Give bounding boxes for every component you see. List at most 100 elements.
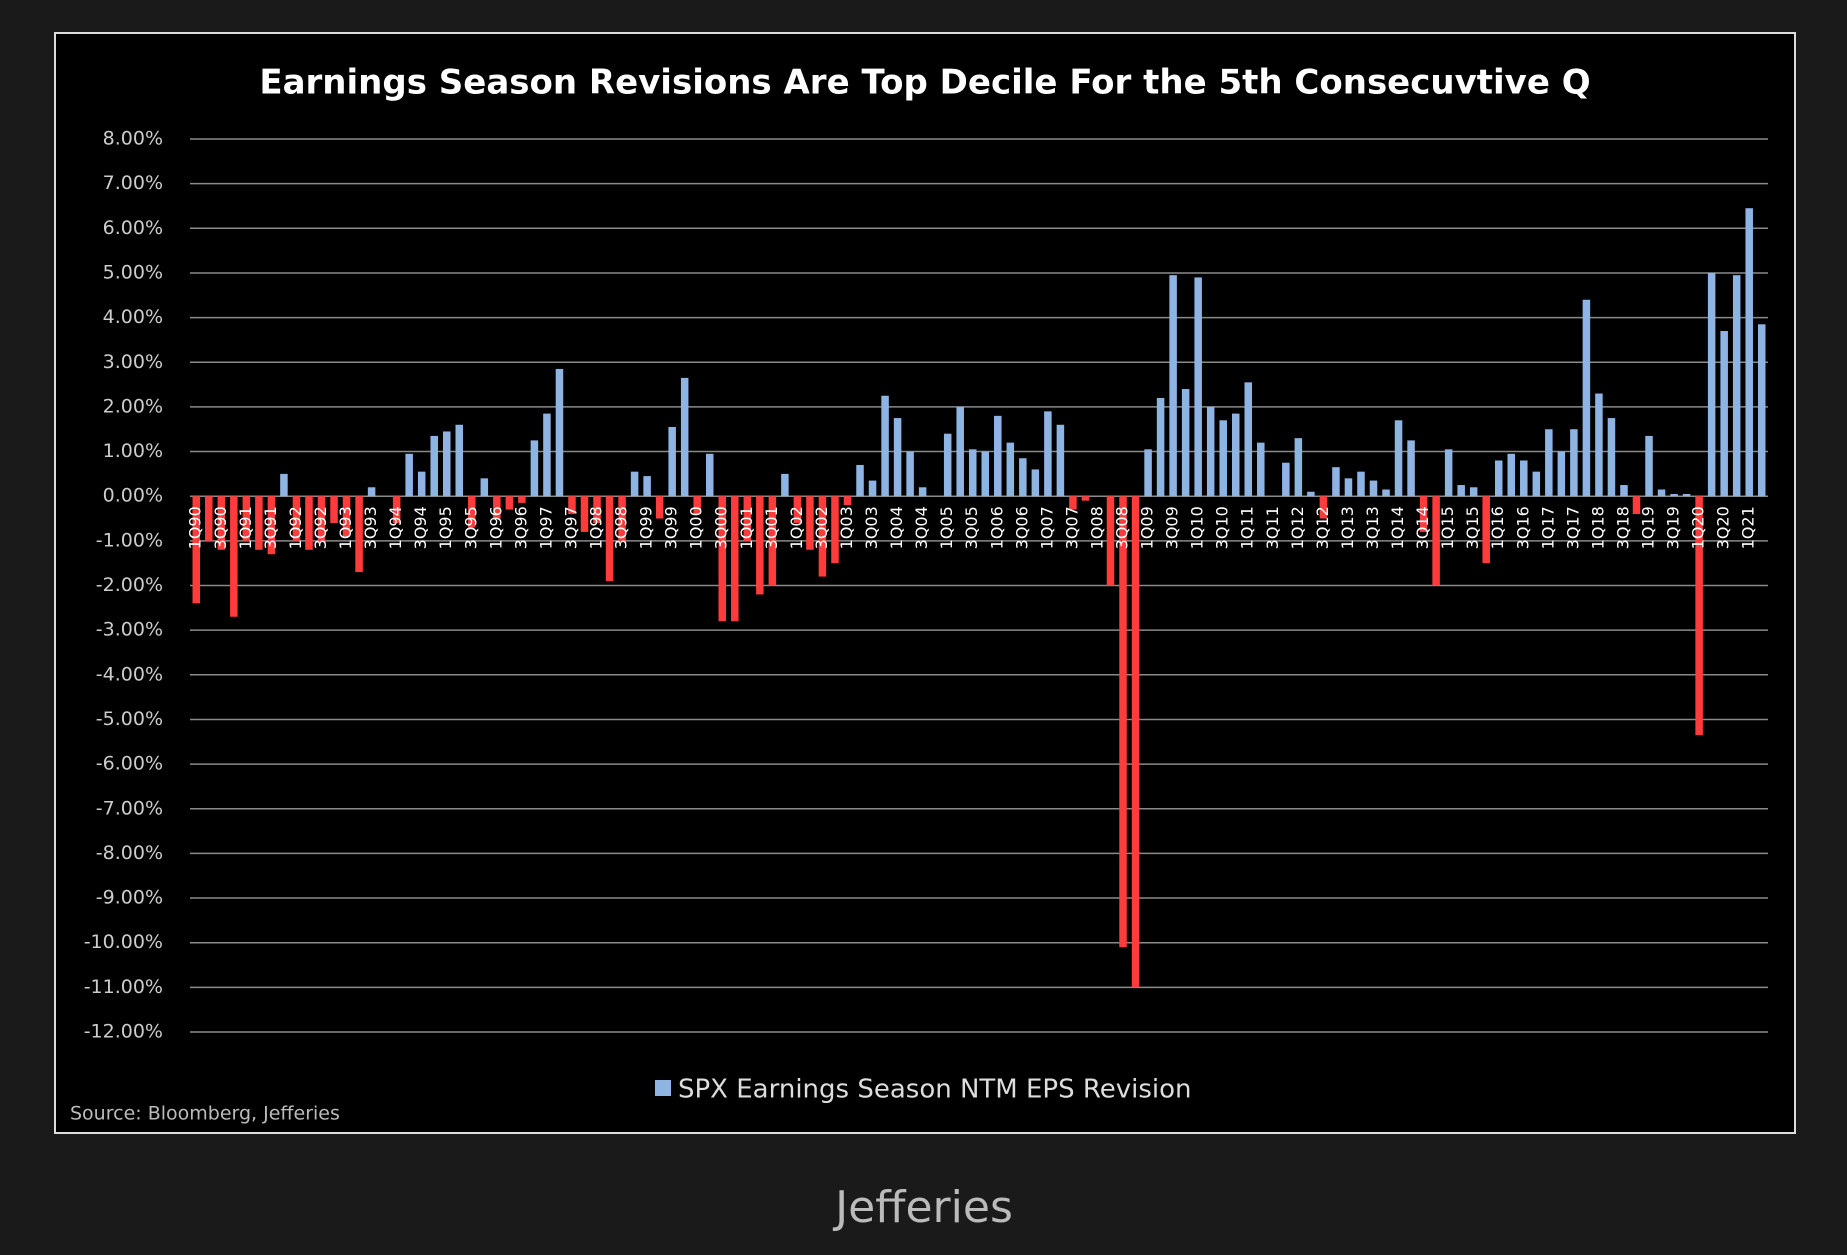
- bar: [1532, 471, 1541, 497]
- y-tick-label: -5.00%: [96, 708, 163, 730]
- x-tick-label: 3Q91: [261, 506, 280, 549]
- bar: [1006, 442, 1015, 497]
- bar: [217, 496, 226, 550]
- x-tick-label: 3Q94: [411, 506, 430, 549]
- x-tick-label: 1Q16: [1488, 506, 1507, 549]
- bar: [1382, 489, 1390, 497]
- bar: [1520, 460, 1528, 497]
- bar: [417, 471, 426, 497]
- x-tick-label: 3Q90: [211, 506, 230, 549]
- bar: [655, 496, 664, 519]
- bar: [1169, 275, 1177, 497]
- bar: [405, 453, 413, 497]
- bar: [981, 451, 990, 497]
- x-tick-label: 1Q21: [1739, 506, 1758, 549]
- x-tick-label: 3Q97: [561, 506, 580, 549]
- x-tick-label: 1Q98: [587, 506, 606, 549]
- bar: [705, 453, 714, 497]
- bar: [1344, 478, 1353, 497]
- x-tick-label: 3Q06: [1012, 506, 1031, 549]
- x-tick-label: 1Q05: [937, 506, 956, 549]
- bar: [906, 451, 914, 497]
- bar: [1432, 496, 1440, 586]
- bar: [1632, 496, 1641, 515]
- x-tick-label: 1Q03: [837, 506, 856, 549]
- bar: [1507, 453, 1516, 497]
- bar: [1695, 496, 1703, 736]
- bar: [1081, 496, 1090, 501]
- bar: [505, 496, 514, 510]
- bar: [1332, 467, 1340, 497]
- bar: [1181, 389, 1190, 497]
- bar: [468, 496, 476, 528]
- bar: [756, 496, 764, 595]
- y-tick-label: -11.00%: [84, 976, 163, 998]
- x-tick-label: 3Q20: [1714, 506, 1733, 549]
- x-tick-label: 3Q03: [862, 506, 881, 549]
- y-tick-label: -8.00%: [96, 842, 163, 864]
- x-tick-label: 3Q16: [1513, 506, 1532, 549]
- bar: [1407, 440, 1415, 497]
- y-tick-label: -1.00%: [96, 529, 163, 551]
- x-tick-label: 3Q11: [1263, 506, 1282, 549]
- bar: [442, 431, 451, 497]
- bar: [1031, 469, 1040, 497]
- bar: [480, 478, 489, 497]
- x-tick-label: 1Q07: [1037, 506, 1056, 549]
- caption: Jefferies: [832, 1182, 1013, 1233]
- bar: [781, 473, 789, 497]
- bar: [868, 480, 877, 497]
- bar: [230, 496, 238, 617]
- bar: [367, 487, 376, 497]
- bar: [831, 496, 839, 564]
- bar: [881, 395, 889, 497]
- bar: [1206, 406, 1215, 497]
- bar: [1557, 451, 1566, 497]
- bar: [1720, 330, 1728, 497]
- x-tick-label: 1Q01: [737, 506, 756, 549]
- bar: [1707, 272, 1716, 497]
- x-tick-label: 3Q18: [1613, 506, 1632, 549]
- bar: [580, 496, 589, 532]
- bar: [267, 496, 276, 555]
- bar: [330, 496, 338, 523]
- x-tick-label: 1Q94: [386, 506, 405, 549]
- bar: [305, 496, 313, 550]
- bar: [1607, 418, 1616, 497]
- bar: [1319, 496, 1328, 519]
- x-tick-label: 1Q04: [887, 506, 906, 549]
- bar: [518, 496, 526, 503]
- x-tick-label: 1Q10: [1188, 506, 1207, 549]
- bar: [355, 496, 363, 573]
- bar: [1244, 382, 1253, 497]
- bar: [242, 496, 251, 541]
- bar: [630, 471, 639, 497]
- bar: [643, 476, 651, 497]
- bar: [1757, 324, 1766, 497]
- bar: [956, 406, 964, 497]
- y-tick-label: -4.00%: [96, 663, 163, 685]
- bar: [693, 496, 701, 515]
- x-tick-label: 3Q12: [1313, 506, 1332, 549]
- x-tick-label: 1Q95: [436, 506, 455, 549]
- y-tick-label: 6.00%: [103, 217, 163, 239]
- bar: [530, 440, 539, 497]
- bar: [292, 496, 301, 541]
- source-note: Source: Bloomberg, Jefferies: [70, 1103, 340, 1125]
- legend-swatch: [655, 1080, 671, 1096]
- bar: [1019, 458, 1027, 497]
- x-tick-label: 1Q17: [1538, 506, 1557, 549]
- chart-title: Earnings Season Revisions Are Top Decile…: [259, 63, 1590, 103]
- bar: [806, 496, 814, 550]
- x-tick-label: 1Q15: [1438, 506, 1457, 549]
- bar: [1469, 487, 1478, 497]
- bar: [342, 496, 351, 537]
- legend-label: SPX Earnings Season NTM EPS Revision: [678, 1075, 1192, 1105]
- bar: [1369, 480, 1378, 497]
- x-tick-label: 3Q15: [1463, 506, 1482, 549]
- x-tick-label: 3Q96: [511, 506, 530, 549]
- x-tick-label: 1Q00: [687, 506, 706, 549]
- x-tick-label: 1Q14: [1388, 506, 1407, 549]
- x-tick-label: 1Q13: [1338, 506, 1357, 549]
- x-tick-label: 3Q10: [1213, 506, 1232, 549]
